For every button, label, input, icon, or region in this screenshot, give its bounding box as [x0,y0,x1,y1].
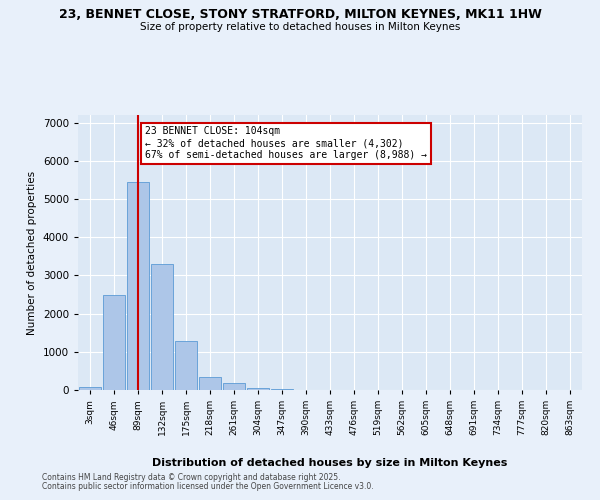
Bar [271,389,293,390]
Bar [127,182,149,390]
Bar [103,294,125,390]
Y-axis label: Number of detached properties: Number of detached properties [27,170,37,334]
Bar [199,376,221,390]
Text: Distribution of detached houses by size in Milton Keynes: Distribution of detached houses by size … [152,458,508,468]
Bar [247,388,269,390]
Bar [151,264,173,390]
Bar [223,384,245,390]
Bar [175,341,197,390]
Text: Contains HM Land Registry data © Crown copyright and database right 2025.: Contains HM Land Registry data © Crown c… [42,474,341,482]
Text: Contains public sector information licensed under the Open Government Licence v3: Contains public sector information licen… [42,482,374,491]
Text: 23 BENNET CLOSE: 104sqm
← 32% of detached houses are smaller (4,302)
67% of semi: 23 BENNET CLOSE: 104sqm ← 32% of detache… [145,126,427,160]
Bar [79,388,101,390]
Text: 23, BENNET CLOSE, STONY STRATFORD, MILTON KEYNES, MK11 1HW: 23, BENNET CLOSE, STONY STRATFORD, MILTO… [59,8,541,20]
Text: Size of property relative to detached houses in Milton Keynes: Size of property relative to detached ho… [140,22,460,32]
